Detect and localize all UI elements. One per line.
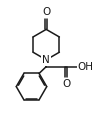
Text: O: O (62, 79, 70, 89)
Text: N: N (42, 55, 50, 65)
Text: O: O (42, 7, 50, 17)
Text: OH: OH (78, 62, 94, 72)
